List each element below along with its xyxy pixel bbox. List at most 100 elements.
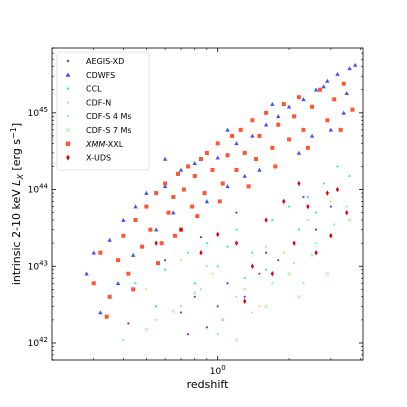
data-point: [315, 242, 318, 245]
data-point: [107, 294, 112, 299]
legend-label: AEGIS-XD: [86, 57, 124, 66]
data-point: [234, 167, 239, 172]
data-point: [159, 241, 164, 246]
data-point: [336, 165, 339, 168]
data-point: [325, 190, 329, 196]
data-point: [305, 145, 310, 150]
y-tick-label: 1043: [28, 259, 48, 272]
data-point: [348, 174, 351, 178]
data-point: [306, 195, 309, 199]
data-point: [270, 270, 274, 277]
data-point: [265, 251, 268, 254]
data-point: [202, 191, 207, 196]
data-point: [121, 233, 126, 238]
data-point: [287, 137, 292, 142]
legend-label: X-UDS: [86, 154, 111, 163]
data-point: [154, 191, 159, 196]
data-point: [302, 282, 305, 285]
series-xmm-xxl: [91, 81, 355, 319]
data-point: [171, 210, 176, 215]
data-point: [271, 282, 274, 285]
data-point: [246, 184, 251, 189]
data-point: [296, 150, 302, 155]
data-point: [162, 184, 168, 189]
data-point: [341, 110, 346, 115]
legend-marker: [66, 114, 70, 118]
data-point: [265, 245, 268, 248]
data-point: [166, 210, 171, 215]
data-point: [179, 226, 183, 233]
data-point: [181, 187, 186, 192]
data-point: [264, 110, 269, 115]
y-tick-label: 1044: [28, 183, 49, 196]
data-point: [286, 104, 292, 109]
data-point: [277, 259, 280, 262]
data-point: [226, 245, 229, 248]
data-point: [144, 204, 149, 209]
data-point: [162, 156, 168, 161]
y-axis-label-part3: ]: [10, 123, 23, 127]
data-point: [325, 271, 330, 276]
data-point: [186, 333, 190, 336]
legend-items: AEGIS-XD CDWFS CCL CDF-N CDF-S 4 Ms CDF-S 7 M…: [65, 57, 132, 163]
data-point: [179, 311, 183, 314]
data-point: [332, 97, 337, 102]
data-point: [144, 327, 149, 332]
legend-box: [56, 51, 150, 171]
data-point: [176, 171, 181, 176]
data-point: [276, 122, 281, 127]
data-point: [235, 211, 238, 214]
data-point: [306, 218, 309, 222]
data-point: [296, 294, 301, 299]
data-point: [130, 252, 136, 257]
data-point: [171, 309, 176, 314]
legend-label: CDF-S 7 Ms: [86, 126, 132, 135]
data-point: [104, 314, 109, 319]
data-point: [116, 258, 121, 263]
data-point: [205, 326, 208, 329]
data-point: [210, 167, 215, 172]
data-point: [217, 199, 222, 204]
data-point: [350, 107, 355, 112]
data-point: [243, 295, 246, 298]
data-point: [341, 81, 346, 86]
data-point: [164, 259, 167, 262]
data-point: [250, 133, 255, 138]
legend-label: CDF-S 4 Ms: [86, 112, 132, 121]
data-point: [163, 181, 168, 186]
data-point: [145, 288, 148, 291]
data-point: [251, 311, 254, 314]
data-point: [126, 271, 131, 276]
data-point: [329, 200, 332, 203]
data-point: [281, 102, 286, 107]
data-point: [345, 205, 348, 208]
data-point: [186, 164, 191, 169]
data-points: [84, 62, 358, 342]
data-point: [193, 282, 196, 285]
legend-label: XMM-XXL: [85, 140, 124, 149]
x-tick-label: 100: [210, 364, 226, 377]
data-point: [347, 218, 352, 223]
data-point: [211, 272, 214, 275]
data-point: [265, 268, 268, 271]
data-point: [144, 190, 149, 195]
data-point: [98, 250, 103, 255]
data-point: [238, 127, 243, 132]
data-point: [352, 62, 358, 67]
data-point: [148, 227, 153, 232]
data-point: [204, 150, 209, 155]
axis-ticks: 1042 1043 1044 1045 100: [28, 47, 363, 377]
legend-marker: [66, 59, 70, 63]
data-point: [133, 218, 138, 223]
data-point: [243, 298, 247, 304]
data-point: [84, 271, 89, 276]
data-point: [226, 282, 229, 285]
data-point: [292, 240, 296, 246]
data-point: [315, 228, 318, 231]
data-point: [155, 305, 158, 308]
y-axis-label-L: L: [10, 180, 23, 186]
legend-marker: [66, 101, 70, 104]
data-point: [164, 268, 167, 271]
data-point: [242, 173, 247, 178]
data-point: [344, 91, 349, 96]
